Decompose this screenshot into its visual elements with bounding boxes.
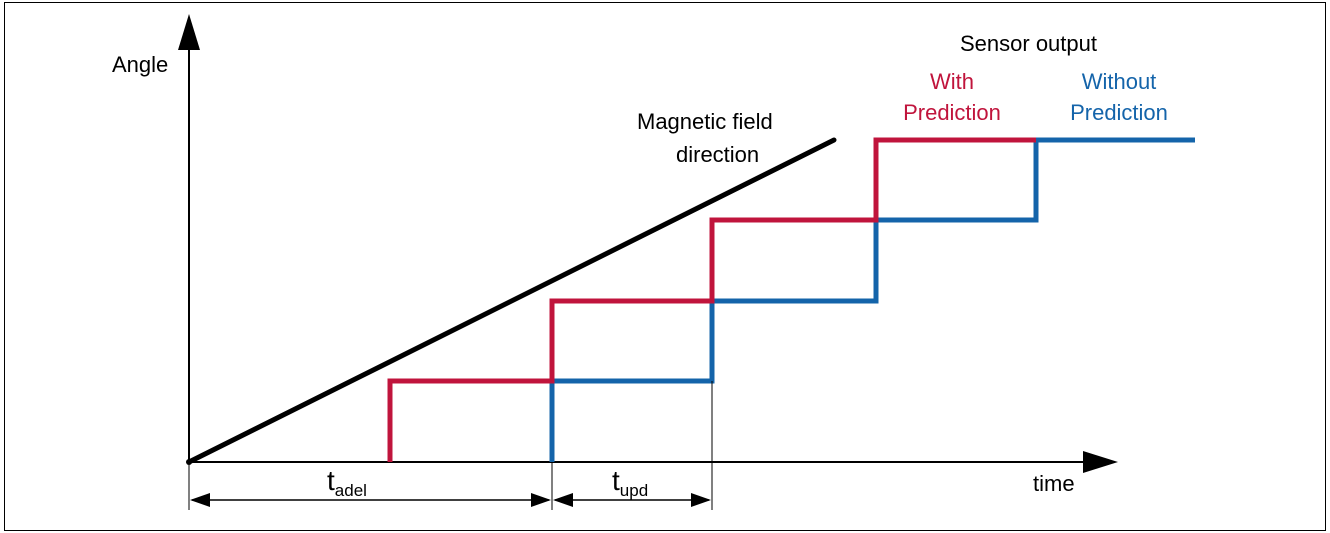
magnetic-field-line — [186, 137, 837, 465]
upd-arrow-left-icon — [553, 493, 573, 507]
y-axis-label: Angle — [112, 52, 168, 77]
upd-label-sub: upd — [620, 481, 648, 500]
x-axis-label: time — [1033, 471, 1075, 496]
upd-label-main: t — [612, 465, 620, 496]
diagram-border — [4, 2, 1326, 531]
with-prediction-step-line — [387, 137, 1036, 462]
upd-label: tupd — [612, 465, 648, 500]
without-prediction-label-line2: Prediction — [1070, 100, 1168, 125]
sensor-output-title: Sensor output — [960, 31, 1097, 56]
adel-arrow-right-icon — [531, 493, 551, 507]
adel-label-sub: adel — [335, 481, 367, 500]
x-axis-arrow-icon — [1083, 451, 1118, 473]
without-prediction-step-line — [549, 137, 1195, 462]
upd-arrow-right-icon — [691, 493, 711, 507]
adel-label-main: t — [327, 465, 335, 496]
with-prediction-label-line2: Prediction — [903, 100, 1001, 125]
y-axis-arrow-icon — [178, 14, 200, 50]
field-label-line2: direction — [676, 142, 759, 167]
field-label-line1: Magnetic field — [637, 109, 773, 134]
with-prediction-label-line1: With — [930, 69, 974, 94]
adel-label: tadel — [327, 465, 367, 500]
adel-arrow-left-icon — [190, 493, 210, 507]
without-prediction-label-line1: Without — [1082, 69, 1157, 94]
